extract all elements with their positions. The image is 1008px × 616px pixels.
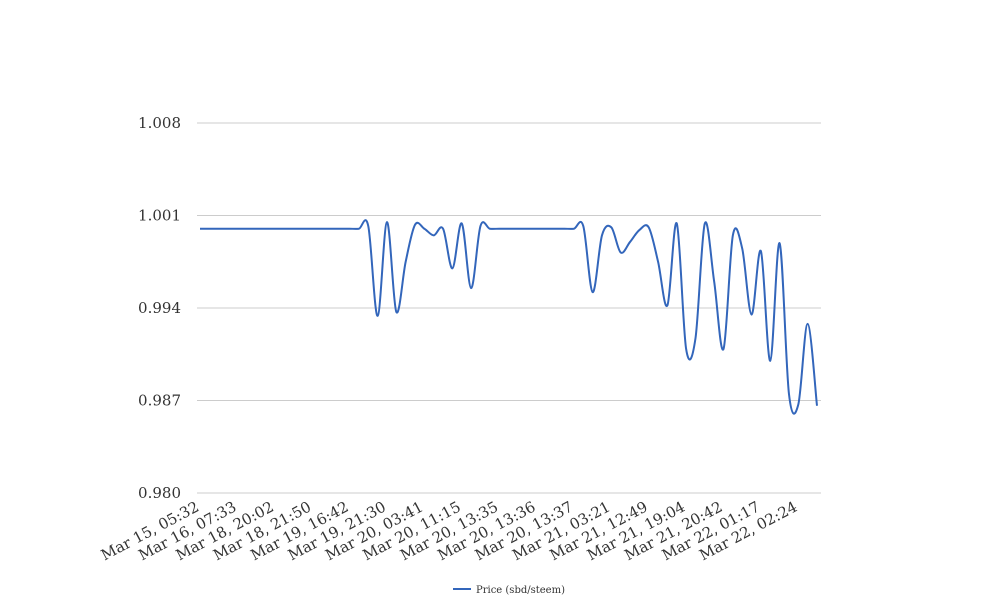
y-tick-label: 0.980 — [138, 484, 181, 502]
y-tick-label: 0.994 — [138, 299, 181, 317]
y-tick-label: 1.001 — [138, 207, 181, 225]
legend-label: Price (sbd/steem) — [476, 585, 565, 596]
y-tick-label: 1.008 — [138, 114, 181, 132]
price-line — [199, 219, 818, 415]
y-tick-label: 0.987 — [138, 392, 181, 410]
